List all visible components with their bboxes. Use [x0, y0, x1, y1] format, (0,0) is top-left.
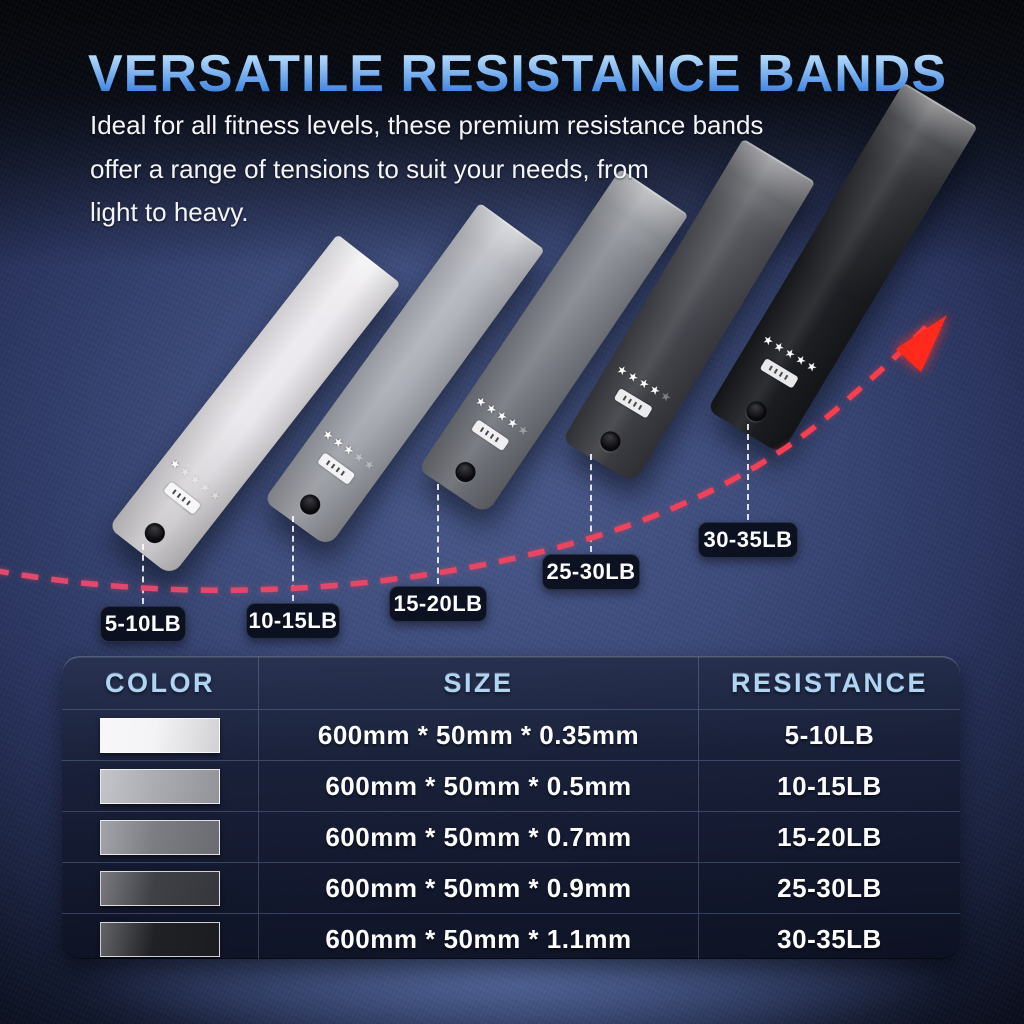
resistance-cell: 30-35LB — [698, 914, 960, 959]
table-row: 600mm * 50mm * 0.7mm 15-20LB — [62, 811, 960, 862]
size-cell: 600mm * 50mm * 1.1mm — [258, 914, 698, 959]
table-body: 600mm * 50mm * 0.35mm 5-10LB 600mm * 50mm … — [62, 709, 960, 959]
leader-line — [292, 516, 294, 601]
color-swatch-cell — [62, 863, 258, 913]
page-title: VERSATILE RESISTANCE BANDS — [88, 45, 948, 103]
color-swatch — [100, 717, 220, 753]
subtitle-line: Ideal for all fitness levels, these prem… — [90, 110, 764, 140]
table-row: 600mm * 50mm * 0.35mm 5-10LB — [62, 709, 960, 760]
color-swatch-cell — [62, 710, 258, 760]
resistance-cell: 25-30LB — [698, 863, 960, 913]
table-row: 600mm * 50mm * 0.9mm 25-30LB — [62, 862, 960, 913]
size-cell: 600mm * 50mm * 0.7mm — [258, 812, 698, 862]
resistance-cell: 10-15LB — [698, 761, 960, 811]
band-label-badge: 10-15LB — [246, 603, 340, 639]
size-cell: 600mm * 50mm * 0.5mm — [258, 761, 698, 811]
color-swatch — [100, 921, 220, 957]
leader-line — [437, 484, 439, 584]
table-header-resistance: RESISTANCE — [698, 657, 960, 709]
band-label-badge: 30-35LB — [698, 522, 798, 558]
color-swatch-cell — [62, 761, 258, 811]
table-header-color: COLOR — [105, 667, 215, 698]
color-swatch — [100, 819, 220, 855]
leader-line — [142, 544, 144, 604]
leader-line — [590, 454, 592, 552]
subtitle-line: offer a range of tensions to suit your n… — [90, 153, 649, 184]
spec-table: COLOR SIZE RESISTANCE 600mm * 50mm * 0.35m… — [62, 656, 960, 959]
table-header-size: SIZE — [258, 657, 698, 709]
subtitle-line: light to heavy. — [90, 197, 249, 228]
resistance-cell: 5-10LB — [698, 710, 960, 760]
subtitle-text: Ideal for all fitness levels, these prem… — [90, 104, 870, 235]
color-swatch — [100, 768, 220, 804]
size-cell: 600mm * 50mm * 0.35mm — [258, 710, 698, 760]
color-swatch-cell — [62, 812, 258, 862]
band-label-badge: 25-30LB — [542, 554, 640, 590]
color-swatch — [100, 870, 220, 906]
band-label-badge: 15-20LB — [389, 586, 487, 622]
resistance-cell: 15-20LB — [698, 812, 960, 862]
table-header-row: COLOR SIZE RESISTANCE — [62, 657, 960, 709]
size-cell: 600mm * 50mm * 0.9mm — [258, 863, 698, 913]
table-row: 600mm * 50mm * 1.1mm 30-35LB — [62, 913, 960, 959]
band-label-badge: 5-10LB — [100, 606, 186, 642]
color-swatch-cell — [62, 914, 258, 959]
table-row: 600mm * 50mm * 0.5mm 10-15LB — [62, 760, 960, 811]
leader-line — [747, 424, 749, 520]
